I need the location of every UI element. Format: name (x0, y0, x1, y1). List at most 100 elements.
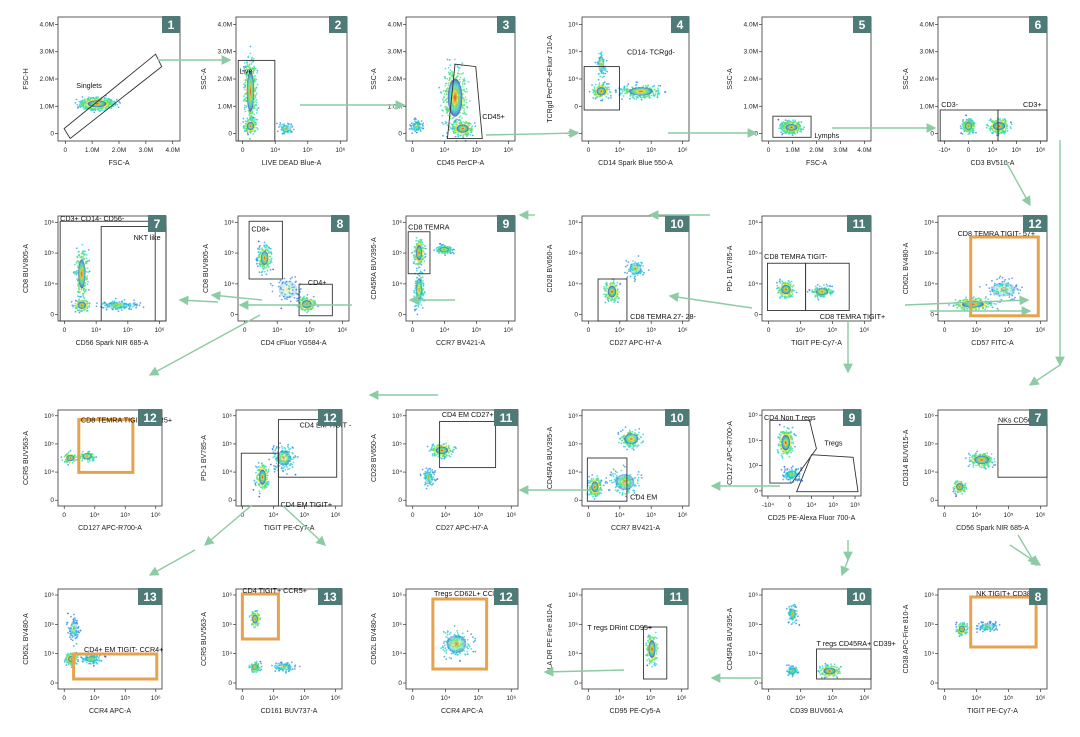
y-tick-label: 10⁴ (748, 437, 758, 444)
gate (797, 455, 858, 492)
x-tick-label: 10⁴ (268, 695, 278, 702)
gate-label: CD8 TEMRA (408, 223, 450, 232)
x-tick-label: 10⁶ (1036, 512, 1046, 519)
y-tick-label: 10⁶ (222, 413, 232, 420)
y-tick-label: 0 (574, 497, 578, 504)
x-tick-label: 3.0M (139, 147, 153, 154)
y-tick-label: 0 (754, 680, 758, 687)
gate-label: CD8 TEMRA TIGIT+ (820, 312, 885, 321)
y-tick-label: 0 (754, 131, 758, 138)
x-tick-label: 10⁴ (91, 327, 101, 334)
y-tick-label: 10⁴ (392, 281, 402, 288)
y-tick-label: 10⁵ (222, 621, 232, 628)
y-tick-label: 0 (50, 497, 54, 504)
y-tick-label: 10⁵ (224, 250, 234, 257)
x-tick-label: 10⁶ (1036, 695, 1046, 702)
x-axis-label: FSC-A (806, 160, 827, 167)
x-tick-label: -10⁴ (938, 147, 950, 154)
x-tick-label: 10⁵ (828, 695, 838, 702)
y-tick-label: 4.0M (388, 21, 402, 28)
gating-arrow (150, 550, 195, 575)
y-axis-label: SSC-A (727, 68, 734, 90)
x-tick-label: 0 (587, 147, 591, 154)
event-cloud (420, 442, 457, 490)
x-tick-label: 10⁶ (504, 147, 514, 154)
panel-number: 8 (337, 217, 344, 231)
x-tick-label: 10⁵ (303, 147, 313, 154)
y-tick-label: 0 (930, 312, 934, 319)
x-axis-label: CD57 FITC-A (971, 340, 1014, 347)
x-tick-label: 10⁶ (506, 512, 516, 519)
y-tick-label: 10⁶ (44, 413, 54, 420)
y-tick-label: 0 (574, 312, 578, 319)
y-tick-label: 4.0M (40, 21, 54, 28)
y-tick-label: 2.0M (218, 76, 232, 83)
x-tick-label: 3.0M (833, 147, 847, 154)
y-tick-label: 3.0M (40, 49, 54, 56)
x-tick-label: 10⁵ (1004, 695, 1014, 702)
gate (643, 627, 666, 679)
y-tick-label: 10⁵ (924, 621, 934, 628)
y-tick-label: 0 (930, 131, 934, 138)
y-tick-label: 10⁵ (748, 412, 758, 419)
y-tick-label: 10⁵ (392, 250, 402, 257)
x-tick-label: 10⁶ (677, 695, 687, 702)
gating-arrow (842, 560, 848, 575)
y-tick-label: 0 (228, 680, 232, 687)
x-tick-label: 0 (587, 512, 591, 519)
x-tick-label: 10⁶ (151, 512, 161, 519)
y-tick-label: 10⁴ (44, 281, 54, 288)
x-tick-label: 0 (411, 147, 415, 154)
panel-number: 12 (143, 411, 157, 425)
x-tick-label: 10⁴ (270, 147, 280, 154)
y-tick-label: 10⁶ (392, 592, 402, 599)
y-tick-label: 10⁵ (44, 250, 54, 257)
x-tick-label: 10⁵ (120, 512, 130, 519)
y-tick-label: 10⁴ (222, 651, 232, 658)
x-tick-label: 10⁴ (441, 695, 451, 702)
gating-arrow (212, 295, 262, 300)
event-cloud (64, 613, 107, 668)
gate-label: Lymphs (814, 131, 839, 140)
x-axis-label: LIVE DEAD Blue-A (262, 160, 322, 167)
x-tick-label: 10⁴ (268, 512, 278, 519)
x-tick-label: 0 (967, 147, 971, 154)
y-tick-label: 10⁴ (392, 651, 402, 658)
x-tick-label: 10⁴ (806, 502, 816, 509)
y-tick-label: 10⁶ (924, 413, 934, 420)
y-tick-label: 10⁶ (924, 219, 934, 226)
gate-label: CD4 EM TIGIT+ (281, 500, 333, 509)
panel-number: 6 (1035, 18, 1042, 32)
y-axis-label: CD62L BV480-A (23, 613, 30, 665)
gate-label: NK TIGIT+ CD38+ (976, 589, 1035, 598)
x-tick-label: 10⁶ (860, 695, 870, 702)
x-tick-label: 4.0M (857, 147, 871, 154)
x-tick-label: 10⁵ (1004, 327, 1014, 334)
x-tick-label: 10⁵ (472, 147, 482, 154)
y-axis-label: CD8 BUV805-A (23, 244, 30, 293)
y-tick-label: 10⁶ (222, 592, 232, 599)
event-cloud (253, 442, 299, 497)
y-tick-label: 1.0M (40, 103, 54, 110)
x-tick-label: 0 (62, 695, 66, 702)
x-tick-label: 10⁴ (615, 512, 625, 519)
event-cloud (432, 625, 477, 662)
y-tick-label: 2.0M (388, 76, 402, 83)
y-tick-label: 2.0M (40, 76, 54, 83)
y-tick-label: 10⁶ (44, 219, 54, 226)
event-cloud (248, 610, 300, 674)
y-tick-label: 4.0M (744, 21, 758, 28)
x-tick-label: 10⁶ (155, 327, 165, 334)
y-axis-label: CD62L BV480-A (371, 613, 378, 665)
y-axis-label: TCRgd PerCP-eFluor 710-A (547, 35, 554, 123)
panel-number: 3 (503, 18, 510, 32)
x-axis-label: CCR7 BV421-A (436, 340, 485, 347)
x-tick-label: 0 (411, 327, 415, 334)
